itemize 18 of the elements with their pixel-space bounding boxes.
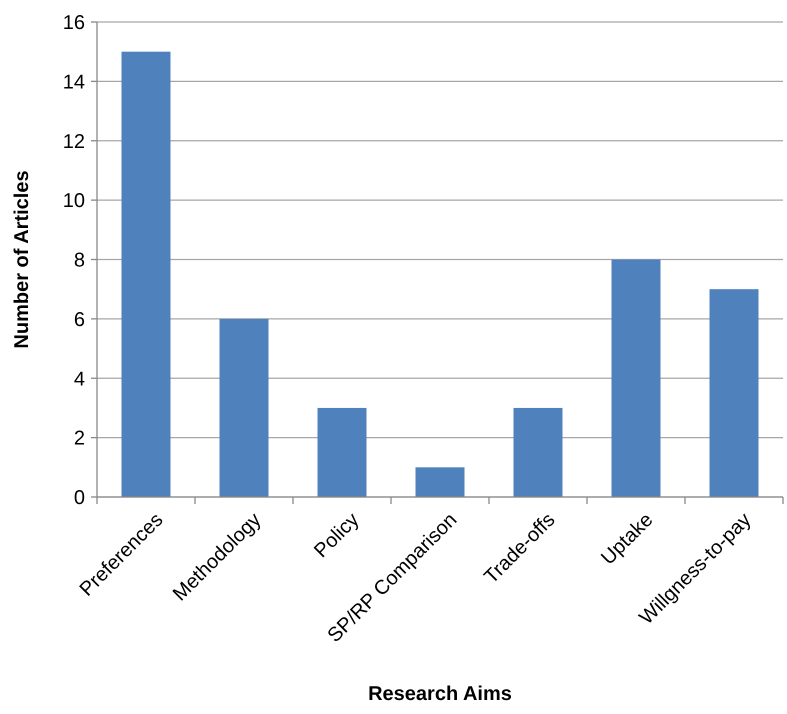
y-tick-label: 16 <box>62 12 85 34</box>
bar <box>416 467 464 497</box>
y-axis-title: Number of Articles <box>11 170 33 349</box>
y-tick-label: 6 <box>74 308 85 331</box>
y-tick-label: 8 <box>74 250 85 272</box>
y-tick-label: 12 <box>62 130 85 153</box>
bar <box>514 408 562 497</box>
y-tick-label: 0 <box>74 487 85 509</box>
bar <box>318 408 366 497</box>
y-tick-label: 4 <box>74 368 85 390</box>
bar <box>710 289 758 497</box>
y-tick-label: 10 <box>62 190 85 212</box>
y-tick-label: 2 <box>74 428 85 450</box>
bar <box>612 260 660 497</box>
bar <box>220 318 268 497</box>
bar <box>122 52 170 497</box>
y-tick-label: 14 <box>62 71 85 94</box>
x-axis-title: Research Aims <box>368 683 512 705</box>
